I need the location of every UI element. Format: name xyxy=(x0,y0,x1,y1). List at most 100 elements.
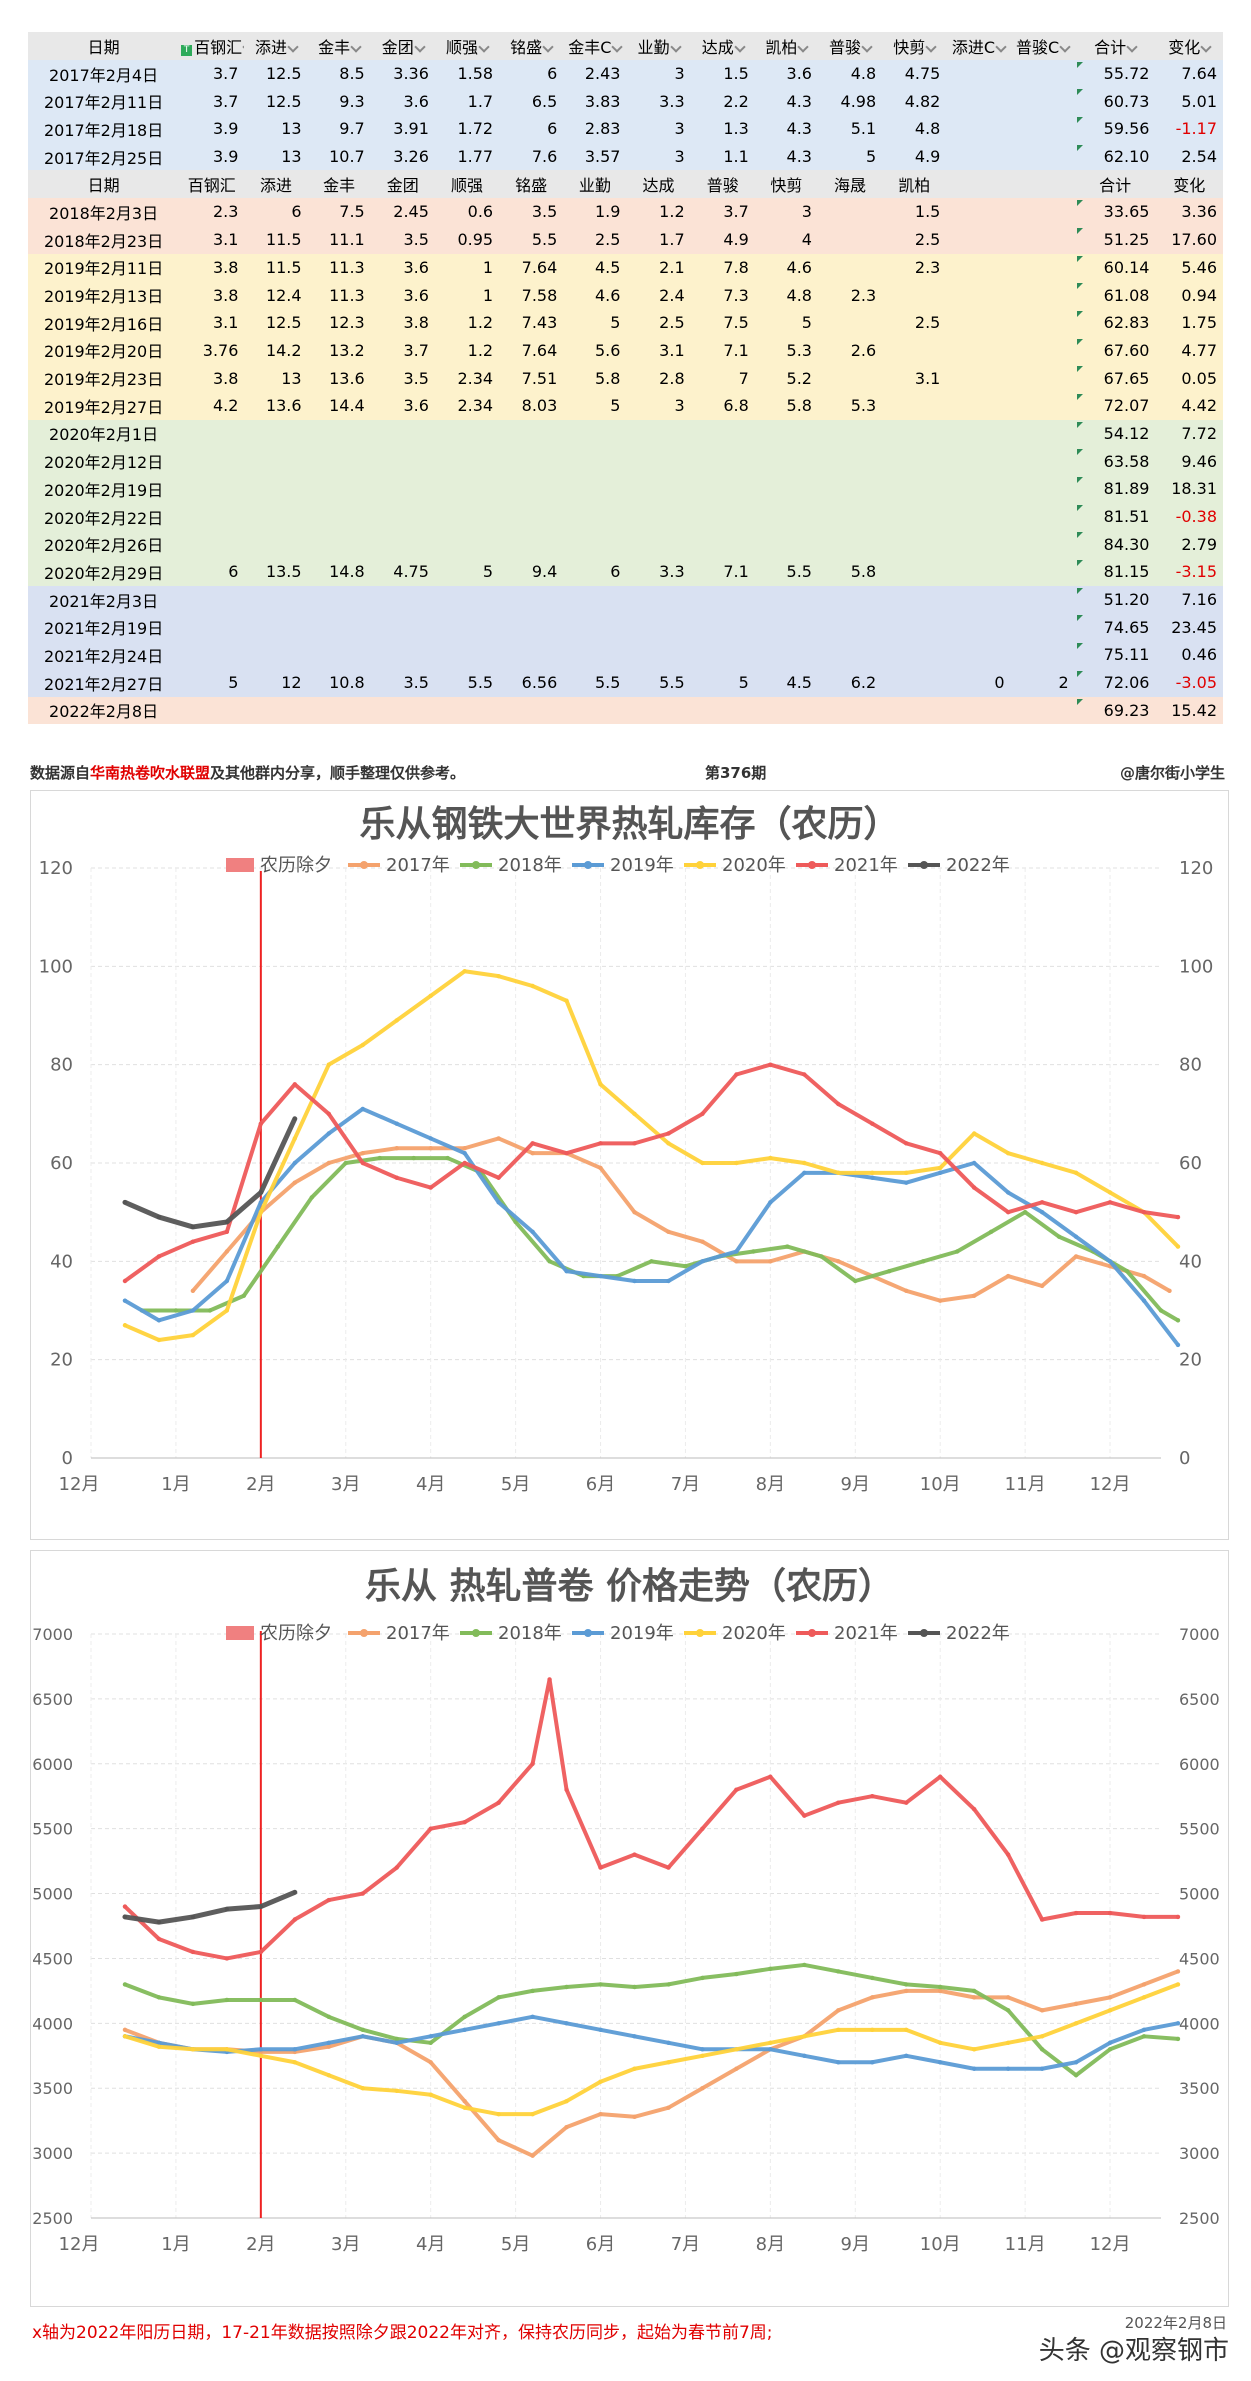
y-tick-label-right: 20 xyxy=(1179,1350,1202,1371)
table-cell: 7.1 xyxy=(723,562,749,582)
filter-dropdown-icon[interactable] xyxy=(414,41,426,53)
table-cell: 4.2 xyxy=(212,396,239,416)
data-point xyxy=(1158,1308,1164,1313)
table-cell: 2.45 xyxy=(393,202,429,222)
data-point xyxy=(1073,1170,1079,1176)
column-header[interactable]: 金丰 xyxy=(308,32,371,60)
formula-indicator-icon xyxy=(1076,532,1083,539)
table-cell xyxy=(818,254,882,282)
table-cell xyxy=(946,281,1010,309)
column-header[interactable]: 合计 xyxy=(1075,32,1156,60)
data-point xyxy=(258,1209,264,1215)
data-point xyxy=(360,2086,365,2091)
column-header-label: 变化 xyxy=(1168,37,1201,57)
table-cell: 81.15 xyxy=(1075,558,1156,586)
data-point xyxy=(836,1101,841,1107)
data-point xyxy=(971,1988,977,1994)
filter-dropdown-icon[interactable] xyxy=(611,41,624,53)
filter-dropdown-icon[interactable] xyxy=(925,41,937,53)
filter-dropdown-icon[interactable] xyxy=(861,41,873,53)
column-header[interactable]: 金丰C xyxy=(563,32,626,60)
data-point xyxy=(802,2034,807,2039)
column-header-label: 铭盛 xyxy=(510,37,543,57)
table-cell xyxy=(179,697,244,725)
data-point xyxy=(1107,1995,1113,2000)
table-cell: 5 xyxy=(865,147,877,167)
table-cell: 33.65 xyxy=(1075,198,1156,226)
filter-dropdown-icon[interactable] xyxy=(478,41,490,53)
data-point xyxy=(224,1956,230,1961)
y-tick-label-right: 5500 xyxy=(1179,1820,1220,1839)
column-header[interactable]: 添进C xyxy=(946,32,1010,60)
column-header[interactable]: 达成 xyxy=(691,32,755,60)
date-cell: 2019年2月20日 xyxy=(43,342,164,362)
data-point xyxy=(1175,1244,1181,1249)
date-cell: 2018年2月23日 xyxy=(43,231,164,251)
data-point xyxy=(632,1984,637,1990)
x-tick-label: 12月 xyxy=(1090,2234,1131,2255)
data-point xyxy=(360,1042,365,1048)
filter-dropdown-icon[interactable] xyxy=(995,41,1007,53)
y-tick-label-left: 3000 xyxy=(32,2144,73,2163)
column-header[interactable]: 铭盛 xyxy=(499,32,563,60)
column-header[interactable]: 普骏C xyxy=(1011,32,1075,60)
column-header[interactable]: 普骏 xyxy=(818,32,882,60)
table-row: 2020年2月12日 63.58 9.46 xyxy=(28,447,1223,475)
filter-dropdown-icon[interactable] xyxy=(669,41,682,53)
table-cell xyxy=(371,586,435,614)
column-header[interactable]: 金团 xyxy=(371,32,435,60)
table-cell xyxy=(499,503,563,531)
data-point xyxy=(1175,1318,1181,1323)
data-point xyxy=(156,1214,162,1220)
data-point xyxy=(938,1984,943,1990)
filter-dropdown-icon[interactable] xyxy=(1126,41,1138,53)
data-point xyxy=(870,2060,875,2065)
table-cell: 0.95 xyxy=(457,230,494,250)
table-cell: 3.5 xyxy=(403,368,429,388)
column-header[interactable]: T 百钢汇 xyxy=(179,32,245,60)
table-cell: 2.34 xyxy=(457,396,494,416)
table-cell: 6 xyxy=(547,119,558,139)
filter-dropdown-icon[interactable] xyxy=(542,41,554,53)
column-header-label: 凯柏 xyxy=(765,37,798,57)
data-point xyxy=(1039,1160,1045,1166)
column-header-label: 金丰 xyxy=(323,176,356,196)
column-header[interactable]: 凯柏 xyxy=(755,32,818,60)
filter-dropdown-icon[interactable] xyxy=(734,41,746,53)
data-point xyxy=(1005,2040,1011,2045)
filter-dropdown-icon[interactable] xyxy=(1200,41,1212,53)
table-cell xyxy=(435,447,499,475)
filter-dropdown-icon[interactable] xyxy=(350,41,362,53)
table-cell: 11.3 xyxy=(329,257,365,277)
table-cell: 5.01 xyxy=(1181,91,1217,111)
column-header[interactable]: 添进 xyxy=(244,32,307,60)
column-header[interactable]: 变化 xyxy=(1155,32,1223,60)
column-header[interactable]: 顺强 xyxy=(435,32,499,60)
table-cell: 75.11 xyxy=(1075,641,1156,669)
author-handle: @唐尔街小学生 xyxy=(1119,764,1225,782)
filter-dropdown-icon[interactable] xyxy=(287,41,299,53)
data-point xyxy=(853,1278,858,1284)
table-cell xyxy=(946,60,1010,88)
data-point xyxy=(802,1160,807,1166)
table-cell: 5 xyxy=(228,673,239,693)
column-header[interactable]: 快剪 xyxy=(882,32,946,60)
data-point xyxy=(768,1259,773,1264)
filter-dropdown-icon[interactable] xyxy=(1059,41,1071,53)
table-cell: 3.6 xyxy=(403,285,429,305)
table-cell xyxy=(818,309,882,337)
source-note: 数据源自华南热卷吹水联盟及其他群内分享，顺手整理仅供参考。 第376期 @唐尔街… xyxy=(30,762,1225,782)
table-cell: 61.08 xyxy=(1075,281,1156,309)
data-point xyxy=(564,2124,569,2130)
data-point xyxy=(802,2053,807,2058)
table-cell xyxy=(371,641,435,669)
table-cell xyxy=(1011,364,1075,392)
filter-dropdown-icon[interactable] xyxy=(797,41,810,53)
column-header[interactable]: 业勤 xyxy=(626,32,690,60)
table-cell: 3.5 xyxy=(403,230,429,250)
issue-number: 第376期 xyxy=(705,764,767,782)
table-cell xyxy=(179,586,244,614)
data-point xyxy=(700,1160,705,1166)
table-cell: 1.75 xyxy=(1181,313,1217,333)
inventory-table: 日期 T 百钢汇 添进 金丰 金团 顺强 铭盛 金丰C 业勤 达成 凯柏 普骏 快剪 添进C 普骏C 合计 变化 2… xyxy=(28,32,1223,725)
